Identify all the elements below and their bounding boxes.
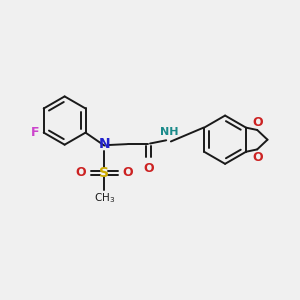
Text: N: N: [99, 137, 111, 151]
Text: S: S: [99, 166, 110, 180]
Text: O: O: [76, 166, 86, 179]
Text: NH: NH: [160, 127, 178, 137]
Text: O: O: [253, 116, 263, 128]
Text: O: O: [253, 151, 263, 164]
Text: CH$_3$: CH$_3$: [94, 191, 115, 205]
Text: O: O: [123, 166, 133, 179]
Text: F: F: [31, 126, 39, 139]
Text: O: O: [143, 162, 154, 176]
